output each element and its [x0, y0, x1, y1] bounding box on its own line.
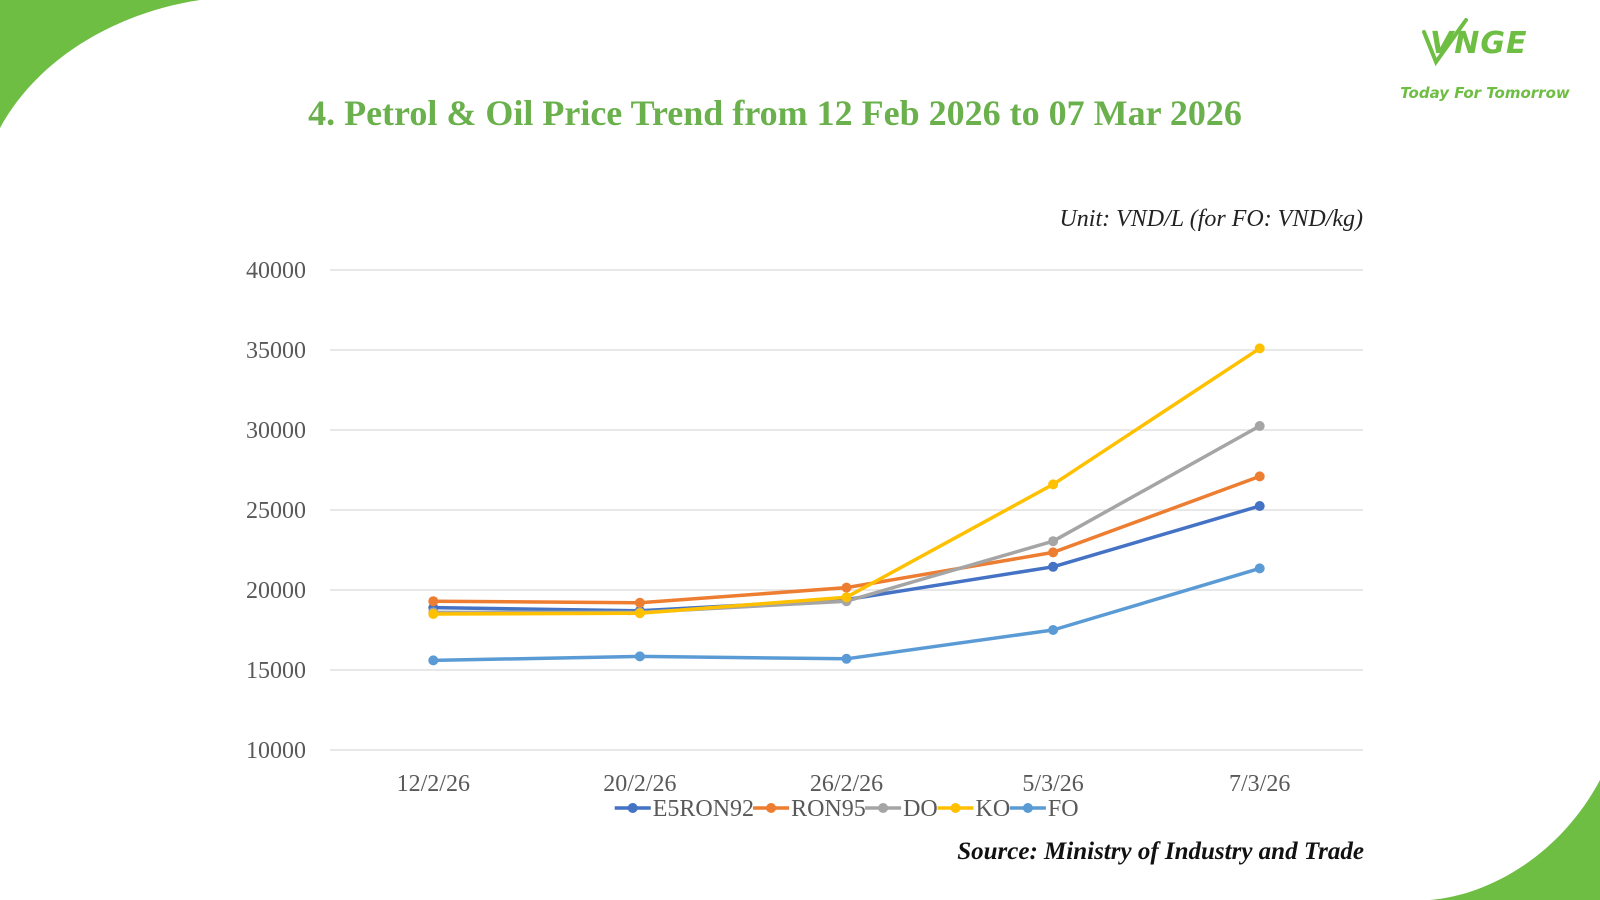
x-tick-label: 26/2/26 [810, 771, 883, 797]
data-point-ko [841, 592, 852, 603]
logo-wordmark: VNGE [1430, 26, 1528, 61]
unit-note: Unit: VND/L (for FO: VND/kg) [1059, 206, 1363, 232]
decorative-green-corner-bottom-right [1430, 780, 1600, 900]
series-line-ko [431, 346, 1262, 616]
legend-marker-ron95 [766, 803, 777, 813]
x-tick-label: 20/2/26 [603, 771, 676, 797]
y-tick-label: 15000 [246, 658, 306, 684]
y-tick-label: 25000 [246, 498, 306, 524]
legend-label: E5RON92 [653, 796, 754, 822]
x-tick-label: 12/2/26 [397, 771, 470, 797]
source-note: Source: Ministry of Industry and Trade [957, 838, 1364, 865]
legend-marker-e5ron92 [627, 803, 638, 813]
data-point-fo [1048, 625, 1059, 635]
data-point-ko [1048, 479, 1059, 490]
data-point-ron95 [1254, 471, 1265, 482]
data-point-do [1048, 536, 1059, 547]
data-point-fo [1254, 563, 1265, 574]
data-point-fo [634, 651, 645, 662]
page-title: 4. Petrol & Oil Price Trend from 12 Feb … [308, 93, 1242, 133]
data-point-ko [428, 609, 439, 619]
legend-label: RON95 [791, 796, 866, 822]
legend-marker-ko [950, 803, 961, 813]
decorative-green-corner-top-left [0, 0, 200, 128]
legend-label: KO [976, 796, 1011, 822]
data-point-ron95 [428, 596, 439, 607]
y-tick-label: 40000 [246, 258, 306, 284]
vnge-logo: VNGE Today For Tomorrow [1390, 18, 1580, 108]
data-point-e5ron92 [1254, 501, 1265, 511]
legend-label: DO [903, 796, 938, 822]
data-point-fo [428, 655, 439, 666]
x-tick-label: 5/3/26 [1022, 771, 1083, 797]
legend-label: FO [1048, 796, 1079, 822]
logo-tagline: Today For Tomorrow [1400, 84, 1570, 102]
data-point-fo [841, 653, 852, 664]
data-point-ko [634, 608, 645, 619]
y-tick-label: 10000 [246, 738, 306, 764]
legend-marker-do [878, 803, 889, 813]
data-point-ron95 [841, 582, 852, 593]
data-point-do [1254, 421, 1265, 431]
x-tick-label: 7/3/26 [1229, 771, 1290, 797]
y-tick-label: 30000 [246, 418, 306, 444]
data-point-e5ron92 [1048, 561, 1059, 572]
data-point-ko [1254, 343, 1265, 354]
y-tick-label: 35000 [246, 338, 306, 364]
legend-marker-fo [1022, 803, 1033, 813]
data-point-ron95 [634, 597, 645, 608]
y-tick-label: 20000 [246, 578, 306, 604]
logo-swoosh-icon [1422, 18, 1468, 67]
data-point-ron95 [1048, 547, 1059, 558]
